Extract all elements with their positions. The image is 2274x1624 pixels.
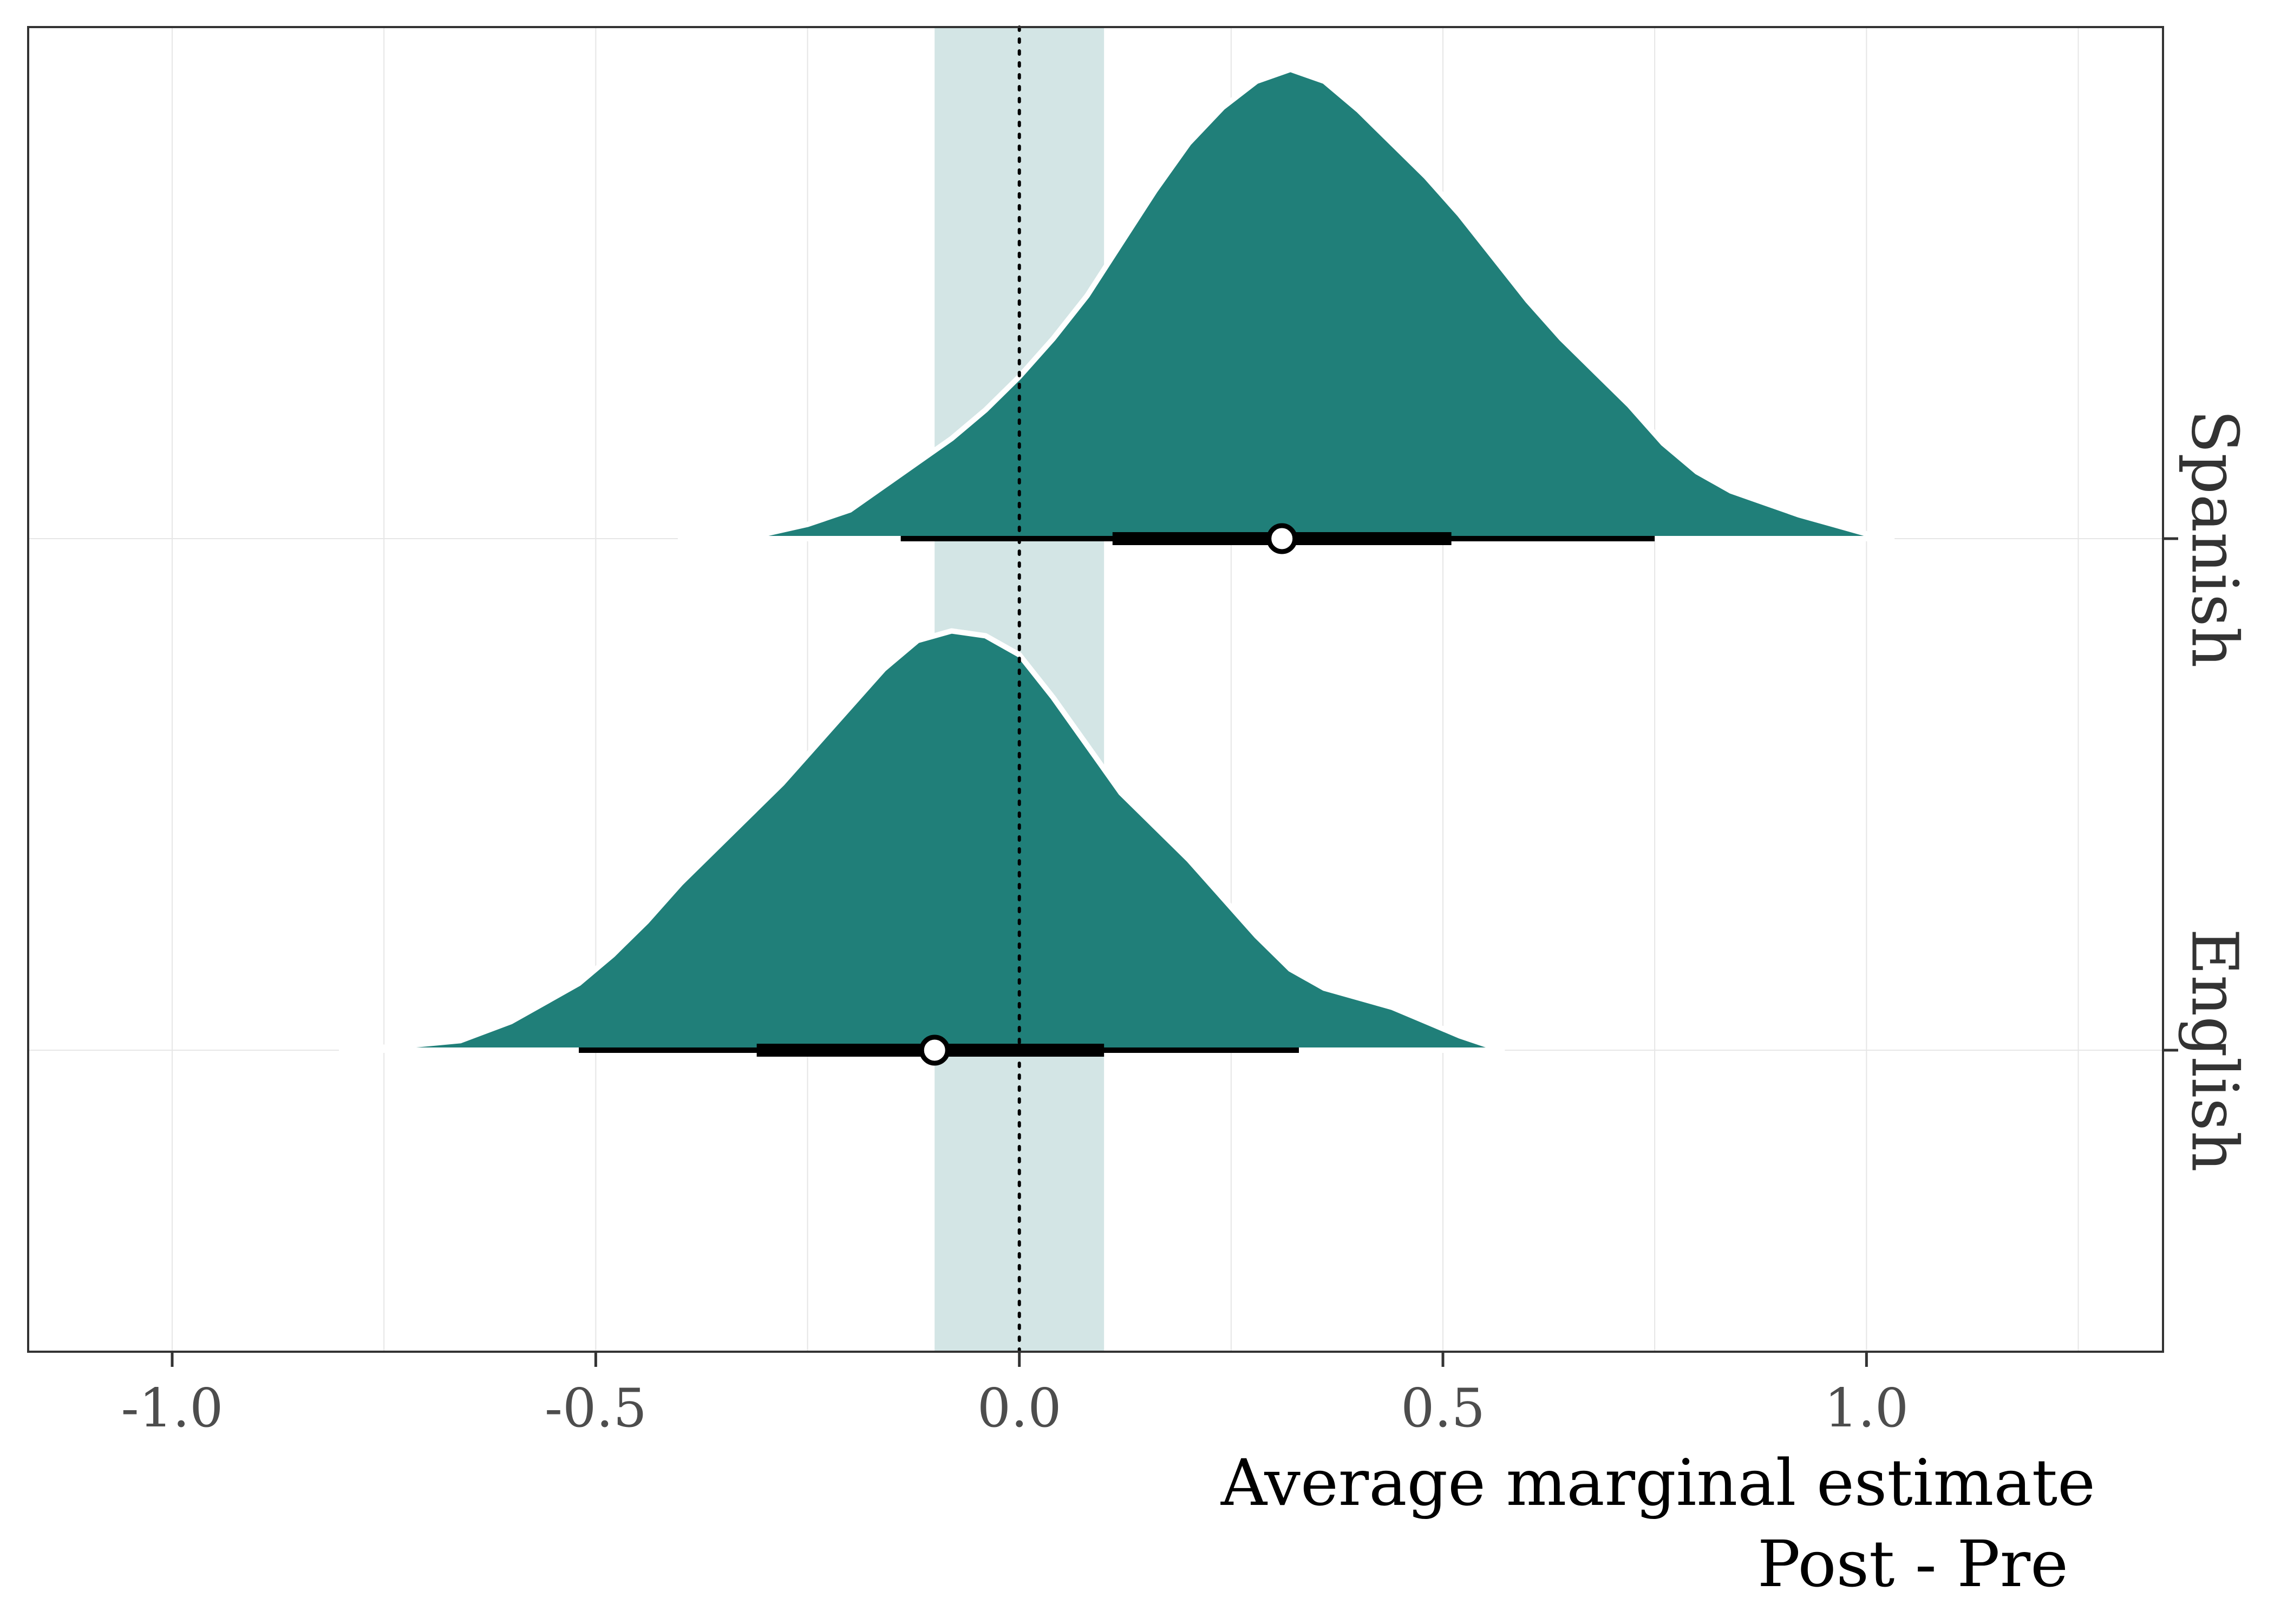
x-tick-label: -0.5: [545, 1378, 647, 1439]
panel-border: [27, 26, 2164, 1353]
density-english: [338, 628, 1505, 1053]
point-estimate-spanish: [1266, 523, 1298, 554]
interval-layer: [579, 523, 1655, 1066]
x-tick-label: -1.0: [121, 1378, 224, 1439]
x-tick-label: 1.0: [1824, 1378, 1909, 1439]
category-label-english: English: [2177, 928, 2252, 1172]
x-tick-label: 0.0: [977, 1378, 1062, 1439]
x-axis-title: Average marginal estimate: [1220, 1445, 2095, 1520]
x-axis-title-line2: Post - Pre: [1757, 1527, 2068, 1601]
density-spanish: [677, 67, 1895, 541]
x-tick-label: 0.5: [1401, 1378, 1485, 1439]
category-label-spanish: Spanish: [2177, 409, 2252, 667]
axis-layer: -1.0 -0.5 0.0 0.5 1.0 Spanish English: [121, 409, 2252, 1439]
density-layer: [338, 67, 1895, 1053]
point-estimate-english: [919, 1034, 950, 1066]
